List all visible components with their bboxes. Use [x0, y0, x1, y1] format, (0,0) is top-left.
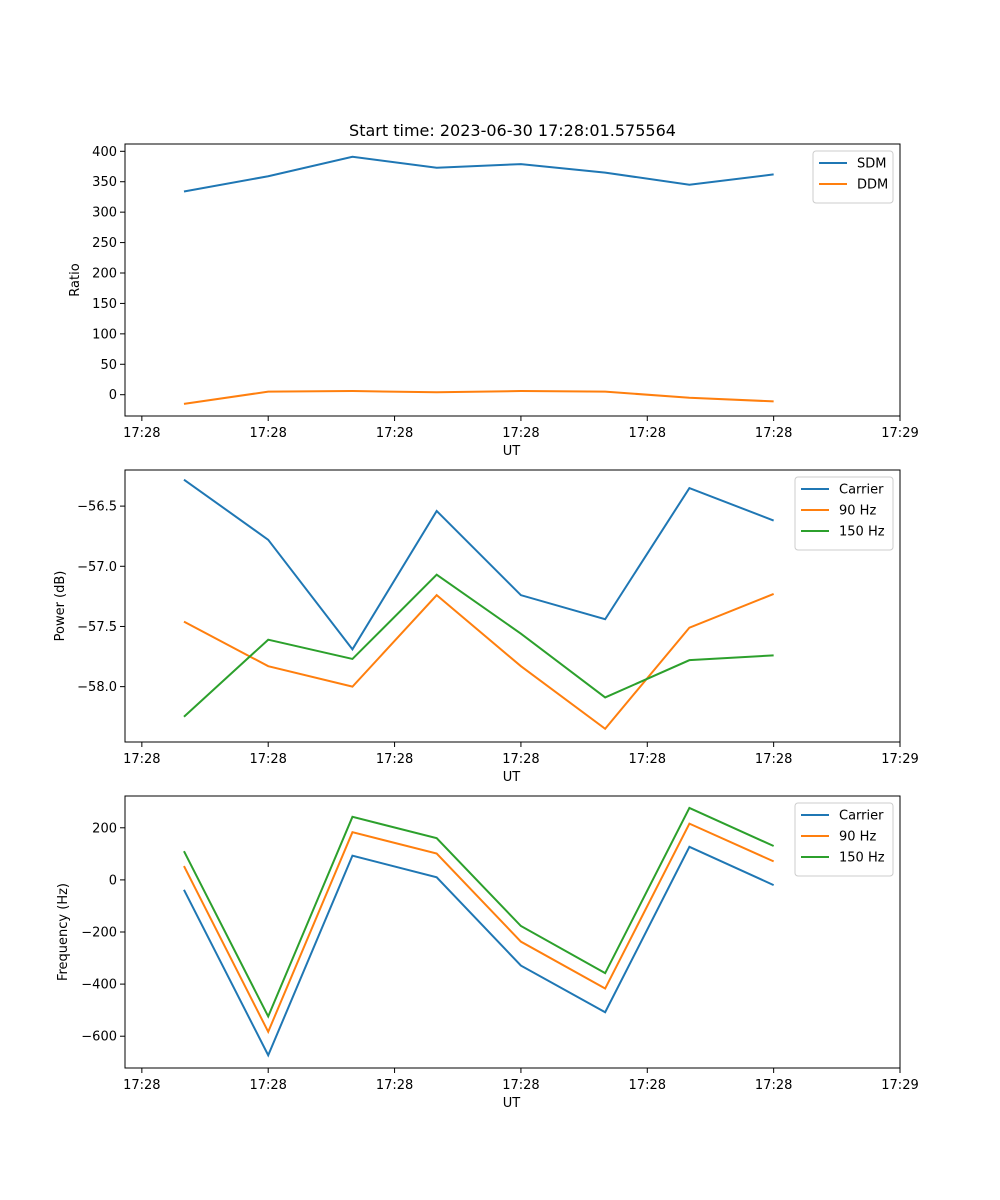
y-tick-label: −57.0: [77, 560, 117, 575]
y-tick-label: −200: [81, 926, 117, 941]
y-axis-label: Power (dB): [53, 571, 68, 642]
x-tick-label: 17:28: [123, 752, 160, 767]
legend: Carrier 90 Hz 150 Hz: [794, 802, 894, 877]
x-tick-label: 17:29: [881, 1078, 918, 1093]
legend-label: SDM: [857, 157, 886, 172]
x-tick-label: 17:28: [123, 426, 160, 441]
legend-label: 150 Hz: [839, 525, 885, 540]
y-tick-label: −400: [81, 978, 117, 993]
series-line-sdm: [183, 155, 774, 193]
y-axis-label: Ratio: [68, 263, 83, 296]
x-tick-label: 17:28: [629, 1078, 666, 1093]
x-tick-label: 17:28: [376, 1078, 413, 1093]
x-tick-label: 17:28: [629, 752, 666, 767]
x-tick-label: 17:28: [376, 426, 413, 441]
legend: SDM DDM: [812, 150, 894, 204]
y-tick-label: 400: [92, 145, 117, 160]
x-axis-label: UT: [503, 1096, 521, 1111]
legend-label: 90 Hz: [839, 830, 876, 845]
plot-frame: [124, 143, 901, 417]
x-tick-label: 17:28: [249, 426, 286, 441]
x-tick-label: 17:28: [249, 1078, 286, 1093]
y-tick-label: −56.5: [77, 500, 117, 515]
y-tick-label: −58.0: [77, 680, 117, 695]
x-tick-label: 17:28: [502, 752, 539, 767]
legend-label: DDM: [857, 178, 888, 193]
chart-panel-3: 17:28 17:28 17:28 17:28 17:28 17:28 17:29 −600 −…: [56, 795, 919, 1111]
plot-frame: [124, 469, 901, 743]
y-tick-label: 100: [92, 327, 117, 342]
x-tick-label: 17:28: [755, 426, 792, 441]
x-axis-label: UT: [503, 444, 521, 459]
x-tick-label: 17:29: [881, 752, 918, 767]
series-line-90-hz: [183, 822, 775, 1035]
series-line-90-hz: [183, 593, 775, 731]
x-tick-label: 17:28: [755, 1078, 792, 1093]
legend-label: Carrier: [839, 483, 884, 498]
x-tick-label: 17:28: [249, 752, 286, 767]
y-tick-label: −600: [81, 1030, 117, 1045]
chart-panel-2: 17:28 17:28 17:28 17:28 17:28 17:28 17:29 −58.0…: [53, 469, 919, 785]
y-tick-label: −57.5: [77, 620, 117, 635]
y-tick-label: 0: [109, 388, 117, 403]
x-tick-label: 17:28: [502, 426, 539, 441]
x-tick-label: 17:28: [629, 426, 666, 441]
x-axis-label: UT: [503, 770, 521, 785]
legend-label: 90 Hz: [839, 504, 876, 519]
y-tick-label: 200: [92, 267, 117, 282]
x-tick-label: 17:28: [755, 752, 792, 767]
x-tick-label: 17:29: [881, 426, 918, 441]
series-line-ddm: [183, 390, 774, 405]
y-tick-label: 250: [92, 236, 117, 251]
series-line-150-hz: [183, 573, 774, 718]
y-tick-label: 350: [92, 175, 117, 190]
y-axis-label: Frequency (Hz): [56, 883, 71, 981]
y-tick-label: 50: [100, 358, 117, 373]
y-tick-label: 150: [92, 297, 117, 312]
series-line-carrier: [183, 845, 775, 1058]
series-line-150-hz: [183, 806, 775, 1019]
x-tick-label: 17:28: [502, 1078, 539, 1093]
chart-panel-1: 17:28 17:28 17:28 17:28 17:28 17:28 17:29 0 50 10…: [68, 121, 919, 459]
legend: Carrier 90 Hz 150 Hz: [794, 476, 894, 551]
x-tick-label: 17:28: [123, 1078, 160, 1093]
chart-title: Start time: 2023-06-30 17:28:01.575564: [349, 121, 676, 140]
x-tick-label: 17:28: [376, 752, 413, 767]
y-tick-label: 300: [92, 206, 117, 221]
series-line-carrier: [183, 478, 774, 652]
y-tick-label: 200: [92, 821, 117, 836]
legend-label: 150 Hz: [839, 851, 885, 866]
legend-label: Carrier: [839, 809, 884, 824]
y-tick-label: 0: [109, 873, 117, 888]
